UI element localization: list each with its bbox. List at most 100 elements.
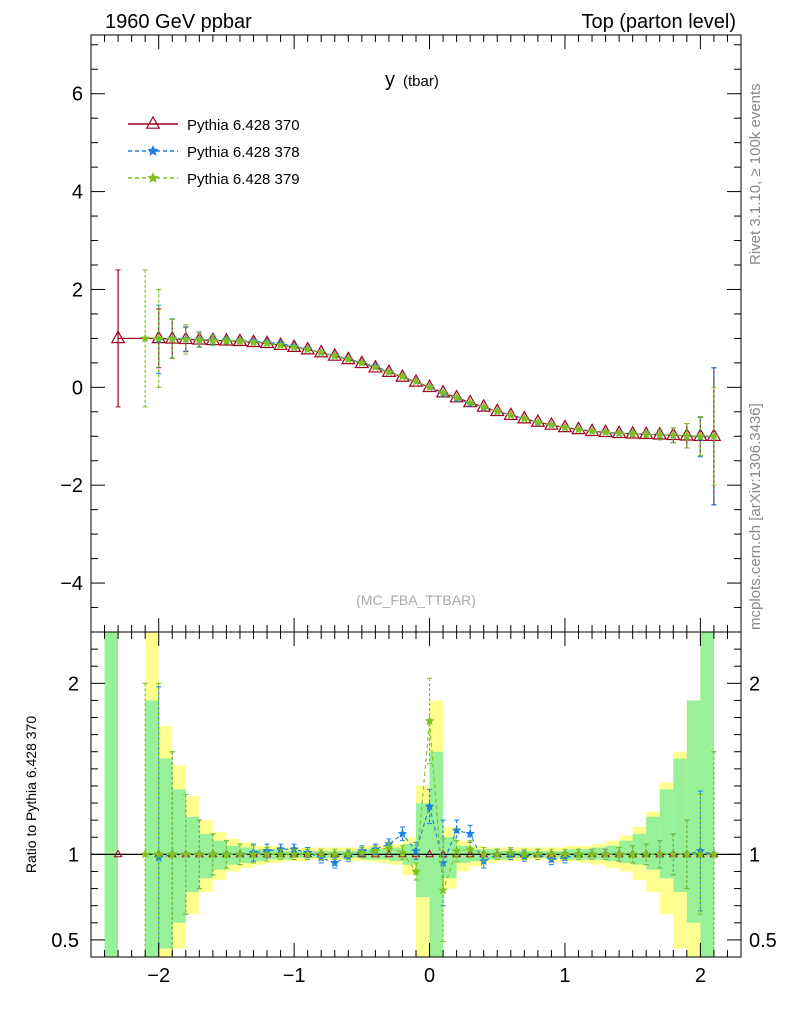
data-point-star xyxy=(316,347,326,357)
data-point-star xyxy=(370,362,381,372)
ratio-data-point xyxy=(479,849,489,859)
data-point-star xyxy=(682,430,692,440)
ratio-ytick-label-right: 0.5 xyxy=(749,930,777,952)
data-point-star xyxy=(181,334,191,344)
ratio-data-point xyxy=(465,828,475,838)
ratio-data-point xyxy=(573,849,584,859)
main-ytick-label: −2 xyxy=(60,475,83,497)
ratio-ytick-label: 2 xyxy=(68,673,79,695)
data-point-star xyxy=(167,333,177,343)
ratio-data-point xyxy=(397,847,408,857)
ratio-data-point xyxy=(302,849,313,859)
ratio-xtick-label: 2 xyxy=(695,965,706,987)
rivet-version-label: Rivet 3.1.10, ≥ 100k events xyxy=(747,83,764,265)
data-point-triangle xyxy=(110,330,126,344)
ratio-data-point xyxy=(533,849,543,859)
ratio-plot-panel: 0.5 0.5 1 1 2 2 −2 −1 0 1 2 Ratio to Pythia 6.428 3… xyxy=(23,631,777,987)
uncertainty-band-inner xyxy=(592,847,606,860)
ratio-data-point xyxy=(289,849,299,859)
data-point-star xyxy=(655,429,665,439)
ratio-data-point xyxy=(424,715,435,725)
data-point-star xyxy=(600,427,611,437)
main-ytick-label: 2 xyxy=(72,279,83,301)
ratio-ytick-label: 1 xyxy=(68,844,79,866)
data-point-star xyxy=(221,335,232,345)
main-plot-panel: −4 −2 0 2 4 6 y (tbar) (MC_FBA_TTBAR) Pythia 6.42… xyxy=(60,34,742,633)
data-point-star xyxy=(492,406,502,416)
uncertainty-band-inner xyxy=(145,700,159,957)
ratio-xtick-label: 1 xyxy=(559,965,570,987)
uncertainty-band-inner xyxy=(158,758,173,949)
ratio-data-point xyxy=(587,849,597,859)
data-point-star xyxy=(208,335,218,345)
uncertainty-band-inner xyxy=(632,833,647,865)
uncertainty-band-inner xyxy=(416,803,430,898)
ratio-data-point xyxy=(641,849,651,859)
ratio-data-point xyxy=(275,849,286,859)
uncertainty-band-inner xyxy=(199,833,213,879)
ratio-reference-point xyxy=(384,849,394,858)
ratio-data-point xyxy=(438,885,448,895)
legend-marker xyxy=(147,172,159,183)
ratio-data-point xyxy=(519,849,530,859)
ratio-data-point xyxy=(154,849,164,859)
data-point-star xyxy=(411,376,421,386)
data-point-star xyxy=(140,333,150,343)
uncertainty-band-inner xyxy=(646,816,660,870)
uncertainty-band-inner xyxy=(212,840,227,870)
main-ytick-label: 4 xyxy=(72,182,83,204)
data-point-star xyxy=(614,428,624,438)
main-ytick-label: 6 xyxy=(72,84,83,106)
uncertainty-band-inner xyxy=(280,850,295,860)
data-point-star xyxy=(668,430,678,440)
legend-marker xyxy=(147,145,159,156)
ratio-data-point xyxy=(709,849,719,859)
ratio-data-point xyxy=(451,845,462,855)
data-point-star xyxy=(302,344,313,354)
ratio-ylabel: Ratio to Pythia 6.428 370 xyxy=(23,716,39,873)
ratio-data-point xyxy=(181,849,191,859)
uncertainty-band-inner xyxy=(104,632,119,957)
ratio-data-point xyxy=(343,849,353,859)
ratio-data-point xyxy=(221,849,232,859)
ratio-xtick-label: −1 xyxy=(283,965,306,987)
uncertainty-band-inner xyxy=(619,840,633,863)
uncertainty-band-inner xyxy=(686,700,701,923)
ratio-ytick-label-right: 2 xyxy=(749,673,760,695)
ratio-ytick-label: 0.5 xyxy=(51,930,79,952)
series-line xyxy=(158,337,714,438)
ratio-plot-frame xyxy=(90,631,742,958)
data-point-star xyxy=(154,333,164,343)
ratio-data-point xyxy=(235,849,245,859)
data-point-star xyxy=(262,338,272,348)
data-point-star xyxy=(397,371,408,381)
header-right-title: Top (parton level) xyxy=(581,11,736,33)
data-point-star xyxy=(343,354,353,364)
data-point-star xyxy=(357,357,367,367)
data-point-star xyxy=(424,382,435,392)
ratio-data-point xyxy=(154,852,164,862)
ratio-data-point xyxy=(330,849,340,859)
ratio-reference-point xyxy=(425,849,434,858)
ratio-data-point xyxy=(614,849,624,859)
legend-entry: Pythia 6.428 379 xyxy=(187,171,300,188)
ratio-data-point xyxy=(384,842,394,852)
ratio-data-point xyxy=(560,849,570,859)
data-point-star xyxy=(289,342,299,352)
data-point-star xyxy=(384,367,394,377)
uncertainty-band-inner xyxy=(443,837,457,879)
ratio-data-point xyxy=(411,866,421,876)
header-left-title: 1960 GeV ppbar xyxy=(105,11,252,33)
uncertainty-band-inner xyxy=(226,845,240,865)
ratio-data-point xyxy=(357,847,367,857)
main-ytick-label: −4 xyxy=(60,573,83,595)
data-point-star xyxy=(451,392,462,402)
ratio-data-point xyxy=(451,825,462,835)
data-point-star xyxy=(465,397,475,407)
ratio-data-point xyxy=(465,844,475,854)
data-point-star xyxy=(506,410,516,420)
data-point-star xyxy=(560,422,570,432)
ratio-xtick-label: −2 xyxy=(147,965,170,987)
data-point-star xyxy=(248,337,259,347)
